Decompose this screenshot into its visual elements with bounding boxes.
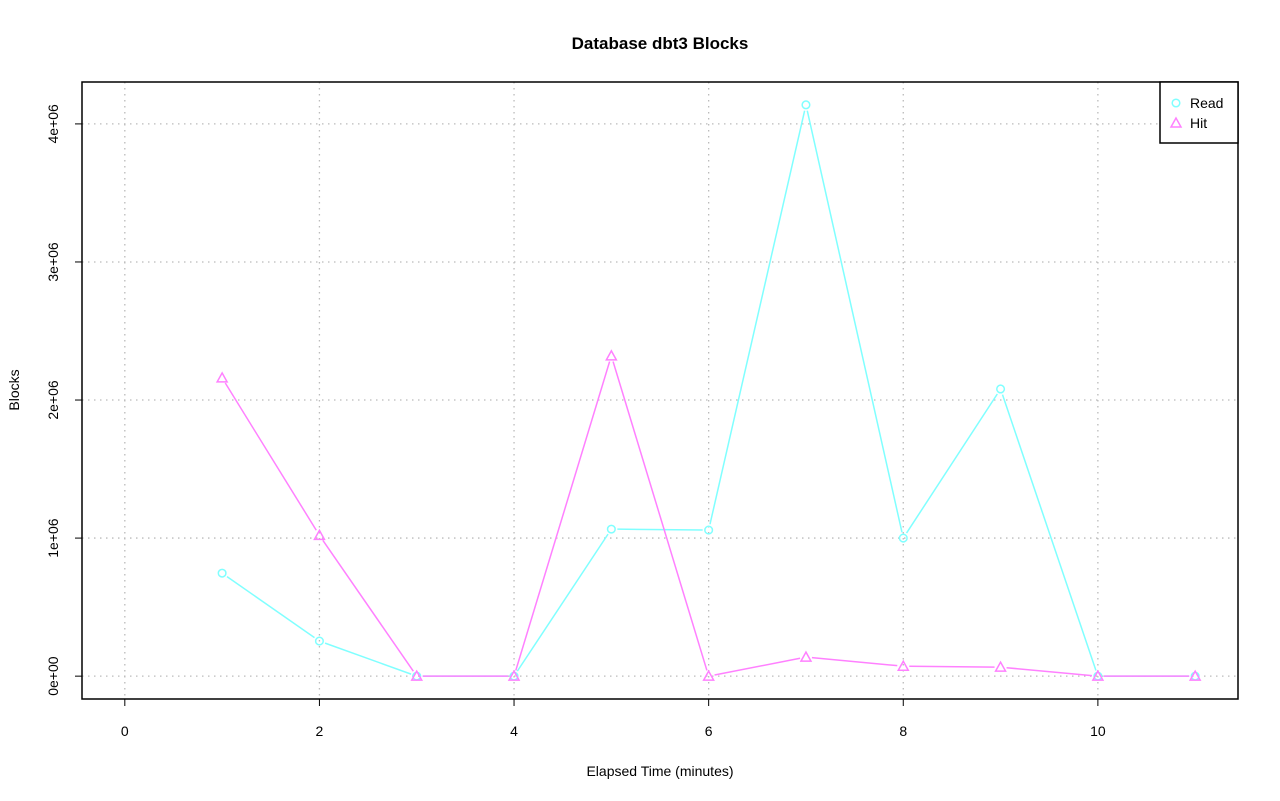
line-segment-read xyxy=(617,528,703,531)
x-tick-label: 0 xyxy=(121,723,129,739)
y-axis-label: Blocks xyxy=(6,369,22,410)
legend-marker-hit xyxy=(1169,116,1183,128)
line-segment-hit xyxy=(909,665,995,668)
legend-box xyxy=(1159,81,1239,144)
data-point-hit xyxy=(313,528,326,541)
legend-label-read: Read xyxy=(1190,95,1223,111)
data-point-read xyxy=(217,568,227,578)
x-axis-label: Elapsed Time (minutes) xyxy=(586,763,733,779)
line-segment-hit xyxy=(515,361,611,671)
line-segment-hit xyxy=(612,361,708,671)
line-segment-hit xyxy=(322,539,414,672)
data-point-hit xyxy=(410,669,424,681)
legend-label-hit: Hit xyxy=(1190,115,1207,131)
data-point-hit xyxy=(1091,669,1105,681)
x-tick-label: 4 xyxy=(510,723,518,739)
data-point-read xyxy=(704,525,714,535)
grid xyxy=(82,82,1238,699)
line-segment-hit xyxy=(714,657,801,676)
x-tick-label: 2 xyxy=(316,723,324,739)
data-point-hit xyxy=(702,669,715,681)
data-point-read xyxy=(898,533,908,543)
data-point-hit xyxy=(605,349,618,361)
line-segment-read xyxy=(516,533,609,672)
x-tick-label: 6 xyxy=(705,723,713,739)
y-tick-label: 3e+06 xyxy=(45,242,61,282)
y-tick-label: 0e+00 xyxy=(45,656,61,696)
data-point-read xyxy=(801,100,811,110)
axes: 0 2 4 6 8 10 0e+00 1e+06 2e+06 3e+06 4e+06 xyxy=(45,104,1106,739)
data-point-hit xyxy=(799,650,813,662)
y-tick-label: 4e+06 xyxy=(45,104,61,144)
y-tick-label: 1e+06 xyxy=(45,518,61,558)
data-point-hit xyxy=(896,659,910,671)
plot-frame xyxy=(81,81,1239,700)
series-layer xyxy=(215,100,1202,681)
line-segment-hit xyxy=(224,382,317,531)
x-tick-label: 10 xyxy=(1090,723,1106,739)
legend-marker-read xyxy=(1171,98,1181,108)
y-tick-label: 2e+06 xyxy=(45,380,61,420)
data-point-hit xyxy=(1188,669,1202,681)
line-segment-hit xyxy=(1006,666,1092,677)
line-segment-read xyxy=(1001,394,1097,671)
data-point-read xyxy=(996,384,1006,394)
data-point-hit xyxy=(507,669,521,681)
chart-title: Database dbt3 Blocks xyxy=(572,34,749,53)
line-segment-read xyxy=(324,642,412,675)
line-segment-read xyxy=(226,575,315,639)
data-point-read xyxy=(606,524,616,534)
line-segment-read xyxy=(709,110,806,525)
x-tick-label: 8 xyxy=(899,723,907,739)
data-point-hit xyxy=(215,371,229,383)
line-segment-hit xyxy=(811,656,898,667)
data-point-read xyxy=(314,636,324,646)
line-segment-read xyxy=(905,393,998,534)
legend: Read Hit xyxy=(1159,81,1239,144)
line-segment-read xyxy=(806,110,903,533)
data-point-hit xyxy=(994,660,1007,672)
